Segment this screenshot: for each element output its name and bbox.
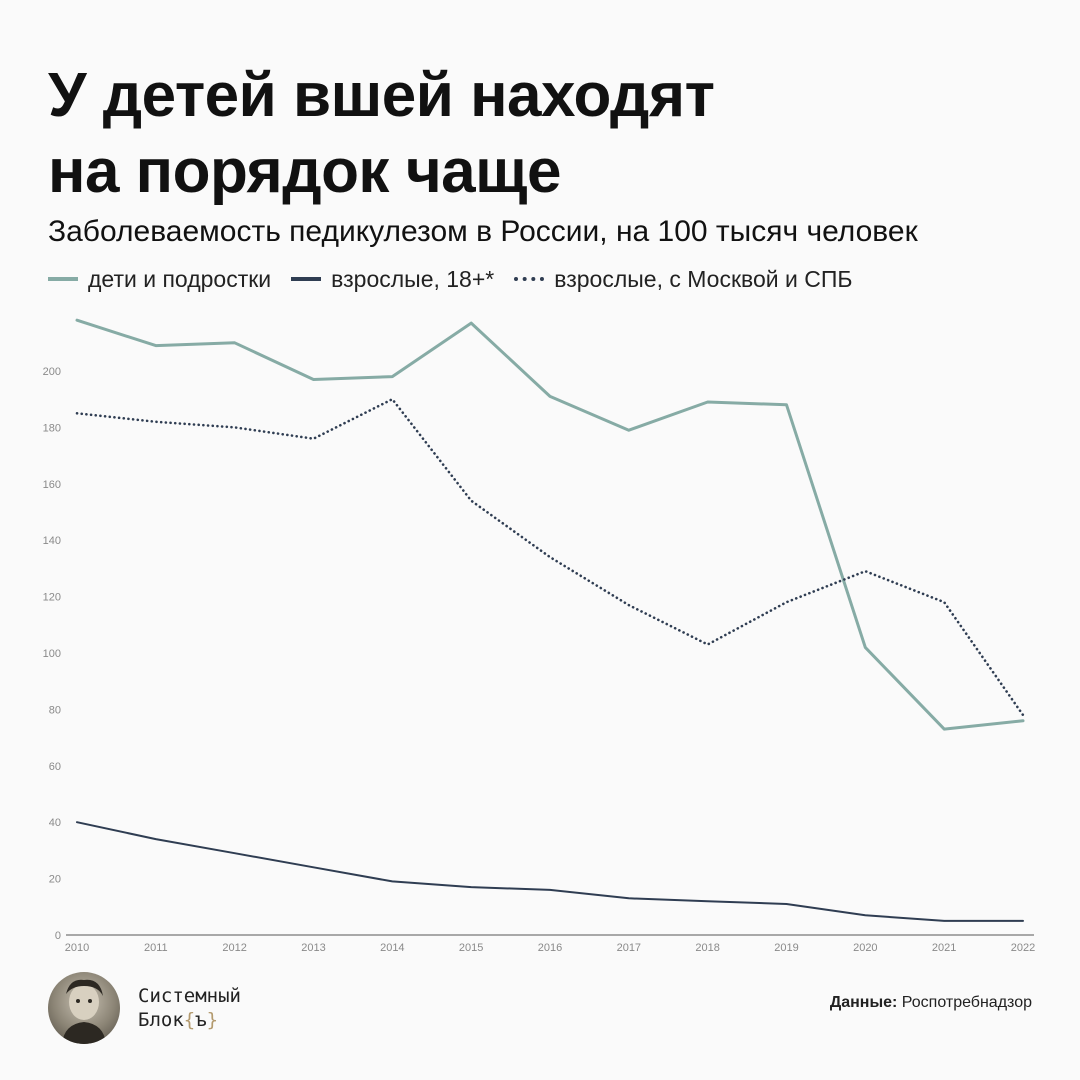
portrait-icon [62, 979, 106, 1044]
y-tick-label: 120 [43, 592, 61, 604]
title-line-2: на порядок чаще [48, 137, 561, 206]
brand-brace-open: { [183, 1009, 196, 1031]
x-tick-label: 2015 [459, 942, 483, 954]
y-tick-label: 140 [43, 535, 61, 547]
brand-brace-close: } [206, 1009, 219, 1031]
x-tick-label: 2017 [617, 942, 641, 954]
x-tick-label: 2010 [65, 942, 89, 954]
y-tick-label: 100 [43, 648, 61, 660]
data-source: Данные: Роспотребнадзор [830, 994, 1032, 1012]
brand-name: Системный Блок{ъ} [138, 984, 241, 1032]
legend-swatch-adults-msk-spb [514, 277, 545, 281]
legend-swatch-children [48, 277, 78, 281]
source-value: Роспотребнадзор [901, 994, 1032, 1011]
title-line-1: У детей вшей находят [48, 61, 715, 130]
brand-line-2-text: Блок [138, 1009, 184, 1031]
x-tick-label: 2011 [144, 942, 168, 954]
legend-swatch-adults [291, 277, 322, 281]
x-tick-label: 2021 [932, 942, 956, 954]
legend-label-adults: взрослые, 18+* [331, 265, 495, 292]
y-tick-label: 80 [49, 704, 61, 716]
series-line-1 [76, 821, 1024, 922]
series-line-2 [75, 397, 1025, 717]
y-tick-label: 160 [43, 479, 61, 491]
brand-line-2: Блок{ъ} [138, 1008, 241, 1032]
source-label: Данные: [829, 994, 898, 1011]
x-tick-label: 2019 [774, 942, 798, 954]
x-tick-label: 2022 [1011, 942, 1035, 954]
y-tick-label: 20 [49, 874, 61, 886]
legend: дети и подростки взрослые, 18+* взрослые… [48, 263, 872, 295]
brand-line-1: Системный [138, 985, 241, 1007]
legend-item-children: дети и подростки [48, 266, 271, 293]
y-tick-label: 40 [49, 817, 61, 829]
x-tick-label: 2014 [380, 942, 404, 954]
y-tick-label: 60 [49, 761, 61, 773]
chart-title: У детей вшей находят на порядок чаще [48, 58, 1048, 210]
y-tick-label: 0 [55, 930, 61, 942]
brand-avatar [48, 972, 120, 1044]
legend-item-adults: взрослые, 18+* [291, 266, 494, 293]
series-line-0 [75, 318, 1025, 731]
legend-item-adults-msk-spb: взрослые, с Москвой и СПБ [514, 266, 852, 293]
x-tick-label: 2013 [301, 942, 325, 954]
y-tick-label: 180 [43, 422, 61, 434]
x-tick-label: 2016 [538, 942, 562, 954]
legend-label-adults-msk-spb: взрослые, с Москвой и СПБ [554, 265, 853, 292]
x-tick-label: 2020 [853, 942, 877, 954]
x-tick-label: 2012 [222, 942, 246, 954]
brand: Системный Блок{ъ} [48, 972, 241, 1044]
legend-label-children: дети и подростки [88, 265, 272, 292]
x-tick-label: 2018 [695, 942, 719, 954]
chart-subtitle: Заболеваемость педикулезом в России, на … [48, 215, 918, 248]
brand-hard-sign: ъ [195, 1009, 207, 1031]
y-tick-label: 200 [43, 366, 61, 378]
